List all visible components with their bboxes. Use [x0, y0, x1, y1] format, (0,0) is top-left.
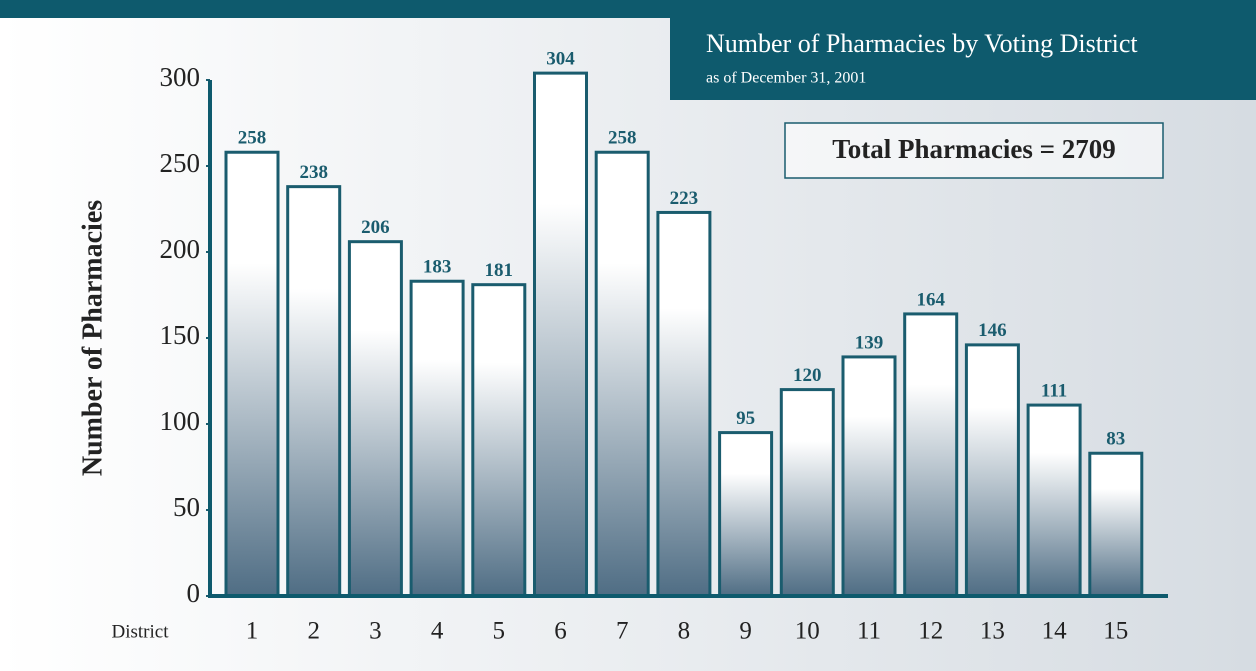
value-label: 83	[1106, 429, 1125, 450]
value-label: 258	[608, 128, 637, 149]
bar	[905, 314, 957, 596]
bar	[411, 281, 463, 596]
chart-title: Number of Pharmacies by Voting District	[706, 29, 1138, 58]
bar	[843, 357, 895, 596]
x-tick-label: 8	[678, 618, 691, 645]
value-label: 164	[916, 289, 945, 310]
bar	[596, 152, 648, 596]
bar	[349, 242, 401, 596]
x-tick-label: 1	[246, 618, 259, 645]
chart-subtitle: as of December 31, 2001	[706, 70, 866, 87]
x-tick-label: 5	[493, 618, 506, 645]
x-tick-label: 15	[1103, 618, 1128, 645]
y-tick-label: 300	[160, 62, 201, 92]
value-label: 238	[299, 162, 328, 183]
x-tick-label: 11	[857, 618, 881, 645]
x-tick-label: 4	[431, 618, 444, 645]
x-tick-label: 13	[980, 618, 1005, 645]
x-tick-label: 14	[1042, 618, 1068, 645]
x-tick-label: 7	[616, 618, 629, 645]
value-label: 111	[1041, 380, 1067, 401]
value-label: 183	[423, 257, 452, 278]
bar	[535, 73, 587, 596]
value-label: 120	[793, 365, 822, 386]
bar	[288, 187, 340, 596]
x-tick-label: 2	[307, 618, 320, 645]
bar	[226, 152, 278, 596]
y-tick-label: 0	[187, 578, 201, 608]
chart: Number of Pharmacies by Voting District …	[0, 0, 1256, 671]
bar	[1090, 453, 1142, 596]
x-tick-label: 12	[918, 618, 943, 645]
x-axis-title: District	[112, 621, 170, 642]
value-label: 206	[361, 217, 390, 238]
value-label: 95	[736, 408, 755, 429]
top-band	[0, 0, 1256, 18]
bar	[1028, 405, 1080, 596]
y-tick-label: 250	[160, 148, 201, 178]
x-tick-label: 3	[369, 618, 382, 645]
y-tick-label: 200	[160, 234, 201, 264]
y-tick-label: 50	[173, 492, 200, 522]
value-label: 223	[670, 188, 699, 209]
value-label: 304	[546, 48, 575, 69]
y-tick-label: 150	[160, 320, 201, 350]
x-tick-label: 10	[795, 618, 820, 645]
bar	[966, 345, 1018, 596]
x-tick-label: 6	[554, 618, 567, 645]
value-label: 139	[855, 332, 884, 353]
x-tick-label: 9	[739, 618, 752, 645]
bar	[473, 285, 525, 596]
y-tick-label: 100	[160, 406, 201, 436]
bar	[781, 390, 833, 596]
value-label: 181	[485, 260, 514, 281]
bar	[658, 212, 710, 596]
annotation: Total Pharmacies = 2709	[832, 134, 1116, 164]
y-axis-title: Number of Pharmacies	[77, 200, 108, 476]
value-label: 258	[238, 128, 267, 149]
value-label: 146	[978, 320, 1007, 341]
bar	[720, 433, 772, 596]
